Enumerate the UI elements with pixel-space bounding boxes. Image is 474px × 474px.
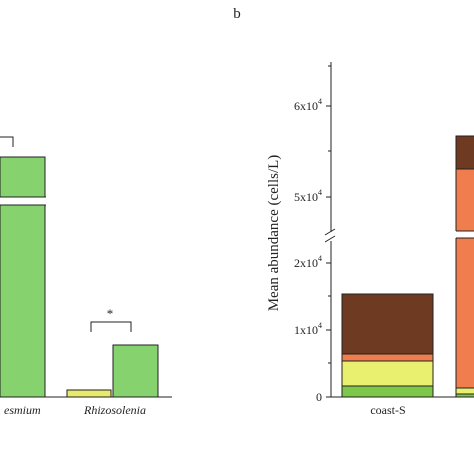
panel-a-xtick-rhizosolenia: Rhizosolenia xyxy=(83,403,146,417)
panel-a-bracket-rhizosolenia xyxy=(90,321,132,332)
bar-right-orange xyxy=(455,168,474,389)
bar-right-break-gap xyxy=(455,231,474,238)
panel-b-label: b xyxy=(233,6,241,22)
panel-a-bracket-esmium xyxy=(0,136,14,147)
panel-b-xtick-coast-s: coast-S xyxy=(370,403,405,417)
panel-b-ytick-label-5e4: 5x104 xyxy=(294,188,322,204)
bar-coast-s-brown xyxy=(341,293,434,355)
panel-b-y-break-mark-1 xyxy=(324,228,336,236)
bar-coast-s-yellow xyxy=(341,360,434,387)
panel-b-ytick-label-2e4: 2x104 xyxy=(294,254,322,270)
panel-a-xtick-esmium: esmium xyxy=(4,403,41,417)
bar-right-yellow xyxy=(455,387,474,395)
panel-a: * esmium Rhizosolenia xyxy=(0,136,172,417)
panel-a-significance-star: * xyxy=(107,306,114,321)
bar-coast-s-green xyxy=(341,385,434,398)
panel-a-break-gap xyxy=(0,197,47,205)
panel-b-ytick-label-6e4: 6x104 xyxy=(294,97,322,113)
panel-a-bar-rhizosolenia-yellow xyxy=(66,389,112,398)
panel-a-bar-rhizosolenia-green xyxy=(112,344,159,398)
panel-b-ytick-label-1e4: 1x104 xyxy=(294,321,322,337)
panel-b-ytick-label-0: 0 xyxy=(316,390,322,404)
panel-b: b 0 1x104 2x104 5x104 6x104 Mean abundan… xyxy=(233,6,474,417)
bar-right-brown xyxy=(455,135,474,170)
bar-coast-s-orange xyxy=(341,353,434,362)
panel-b-y-break-mark-2 xyxy=(324,235,336,243)
panel-b-y-axis-title: Mean abundance (cells/L) xyxy=(266,155,282,312)
panel-a-bar-esmium-green xyxy=(0,156,46,398)
